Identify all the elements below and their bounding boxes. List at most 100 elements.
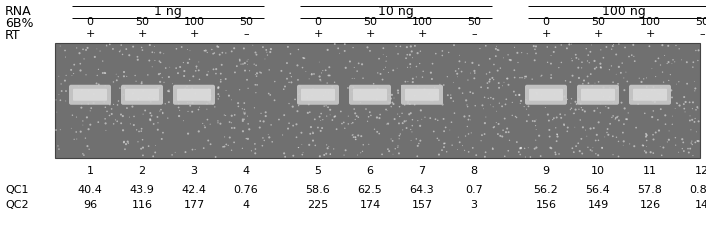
Point [198,49,210,53]
Point [178,119,189,123]
Point [522,52,533,56]
Point [501,97,512,101]
Text: 11: 11 [643,166,657,176]
Point [681,82,693,86]
Point [525,155,536,159]
Point [317,69,328,73]
Point [110,118,121,122]
Point [670,136,681,140]
Text: 0.85: 0.85 [690,185,706,195]
Point [511,140,522,144]
Point [334,51,345,55]
Point [239,112,250,115]
Point [184,57,195,61]
Point [155,108,167,112]
Point [436,148,448,152]
Point [178,60,189,64]
Point [368,97,379,101]
Point [216,63,227,67]
Point [511,115,522,119]
Point [92,68,104,71]
Point [144,43,155,47]
Point [590,67,601,71]
Point [56,89,67,93]
Point [95,49,106,53]
Point [66,126,77,130]
Point [239,117,250,121]
Point [276,69,287,73]
Text: 8: 8 [470,166,477,176]
Point [213,92,224,96]
Point [648,137,659,141]
Point [546,146,557,150]
Point [131,79,142,83]
Text: 58.6: 58.6 [306,185,330,195]
Point [671,101,683,105]
Text: 43.9: 43.9 [130,185,155,195]
Point [671,82,682,86]
Point [426,94,437,98]
Point [405,62,416,66]
Point [239,69,251,73]
FancyBboxPatch shape [73,89,107,101]
Point [457,144,468,148]
Point [371,116,383,120]
Point [83,89,95,93]
Point [638,77,650,81]
Text: 5: 5 [314,166,321,176]
Point [347,85,359,89]
Point [377,78,388,82]
Point [519,76,530,80]
Point [491,121,502,124]
Point [219,145,230,149]
Point [124,53,135,57]
Point [492,132,503,136]
Text: 0.76: 0.76 [234,185,258,195]
Point [673,80,684,84]
Point [256,111,267,115]
Point [373,116,385,120]
Point [400,80,411,83]
Point [641,145,652,149]
Point [603,106,614,110]
Text: 50: 50 [363,17,377,27]
Point [347,46,359,50]
Point [426,77,438,81]
Point [174,97,186,101]
Point [683,147,694,151]
Text: 50: 50 [239,17,253,27]
Point [400,56,412,60]
Point [483,96,494,100]
Point [136,95,147,99]
Point [550,45,561,49]
Point [234,88,245,92]
Point [568,150,580,154]
Point [631,93,642,97]
Bar [55,43,700,158]
Point [78,57,90,61]
Point [542,60,554,64]
Point [571,102,582,106]
Point [333,46,344,50]
Point [219,135,230,139]
Point [401,45,412,49]
Point [693,139,704,143]
Point [180,150,191,154]
Point [465,71,477,75]
Point [409,103,420,106]
Point [554,152,565,156]
Point [251,83,263,87]
Point [354,101,366,105]
Point [53,74,64,78]
Point [639,149,650,153]
Point [687,107,698,111]
Point [655,107,666,111]
Point [320,68,331,72]
Point [149,51,160,55]
Point [580,47,592,51]
Point [591,133,602,137]
Point [646,88,657,92]
Point [499,154,510,158]
Point [188,74,199,78]
Point [172,71,184,75]
